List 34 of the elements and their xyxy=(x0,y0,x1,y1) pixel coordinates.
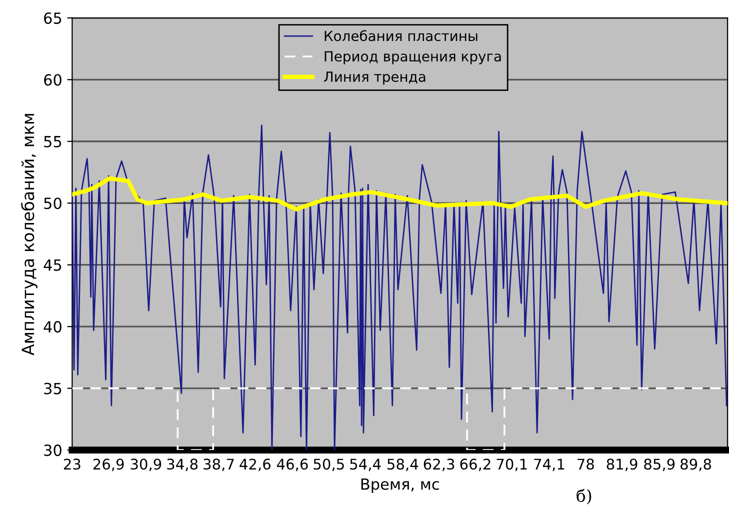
y-tick-label: 45 xyxy=(44,260,62,271)
y-tick-label: 60 xyxy=(44,74,62,86)
legend-label: Колебания пластины xyxy=(324,30,478,42)
x-tick-label: 74,1 xyxy=(534,458,564,472)
y-tick-label: 40 xyxy=(44,321,62,333)
x-tick-label: 85,9 xyxy=(644,458,675,472)
x-tick-label: 66,2 xyxy=(460,458,490,472)
x-tick-label: 70,1 xyxy=(496,458,527,472)
line-series xyxy=(72,124,728,450)
x-tick-label: 54,4 xyxy=(350,458,381,472)
y-axis-title: Амплитуда колебаний, мкм xyxy=(21,114,38,356)
x-tick-label: 42,6 xyxy=(240,458,270,472)
x-tick-label: 58,4 xyxy=(388,458,418,472)
y-tick-label: 65 xyxy=(44,12,62,24)
x-tick-label: 46,6 xyxy=(276,458,308,472)
legend-label: Линия тренда xyxy=(324,72,426,85)
x-tick-label: 34,8 xyxy=(167,458,198,472)
x-tick-label: 62,3 xyxy=(424,458,454,472)
x-tick-label: 23 xyxy=(64,458,80,470)
y-tick-label: 30 xyxy=(44,444,62,456)
x-tick-label: 81,9 xyxy=(606,458,638,472)
y-tick-label: 35 xyxy=(44,382,62,394)
x-tick-label: 26,9 xyxy=(93,458,124,472)
legend-label: Период вращения круга xyxy=(324,51,501,64)
x-tick-label: 89,8 xyxy=(680,458,712,472)
text: б) xyxy=(576,488,592,504)
x-axis-title: Время, мс xyxy=(361,478,439,493)
y-tick-label: 55 xyxy=(44,136,62,148)
line-series xyxy=(72,176,728,212)
x-tick-label: 38,7 xyxy=(204,458,234,472)
y-tick-label: 50 xyxy=(44,198,62,210)
x-tick-label: 30,9 xyxy=(130,458,162,472)
x-tick-label: 78 xyxy=(578,458,594,470)
x-tick-label: 50,5 xyxy=(314,458,344,472)
